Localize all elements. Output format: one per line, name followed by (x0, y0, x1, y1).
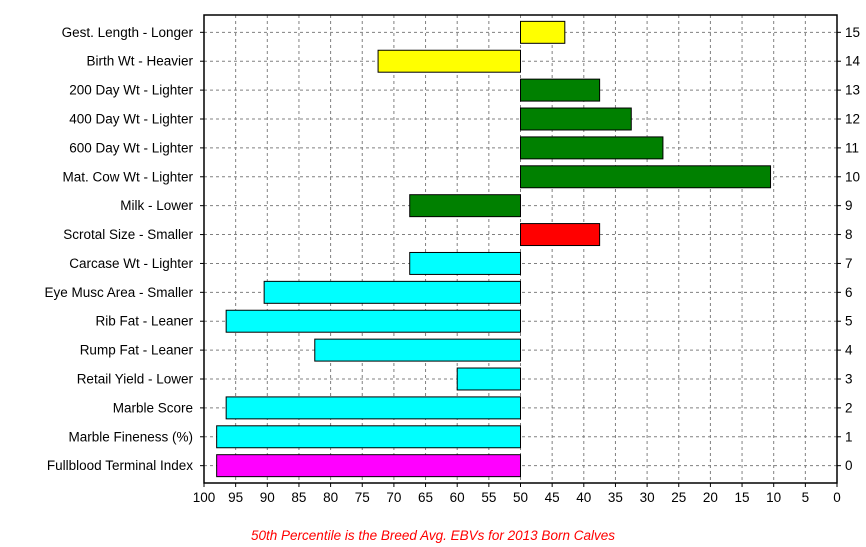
bar (377, 49, 522, 73)
right-axis-label: 4 (845, 343, 853, 358)
category-label: 600 Day Wt - Lighter (69, 140, 193, 155)
right-axis-label: 1 (845, 429, 853, 444)
category-label: Birth Wt - Heavier (86, 54, 193, 69)
category-label: Carcase Wt - Lighter (69, 256, 193, 271)
bar (314, 338, 521, 362)
chart-caption: 50th Percentile is the Breed Avg. EBVs f… (251, 528, 615, 543)
bar (520, 20, 566, 44)
bar (409, 194, 522, 218)
bar (520, 107, 632, 131)
category-label: Gest. Length - Longer (62, 25, 194, 40)
category-label: Rib Fat - Leaner (95, 314, 193, 329)
category-label: Retail Yield - Lower (77, 372, 194, 387)
bars (216, 20, 772, 478)
right-axis-label: 9 (845, 198, 853, 213)
right-axis-label: 13 (845, 83, 860, 98)
x-tick-label: 95 (228, 490, 243, 505)
x-tick-label: 10 (766, 490, 781, 505)
bar (520, 223, 601, 247)
right-axis-label: 3 (845, 372, 853, 387)
right-axis-label: 11 (845, 140, 859, 155)
category-label: 200 Day Wt - Lighter (69, 83, 193, 98)
bar (225, 309, 521, 333)
bar (520, 78, 601, 102)
bar (456, 367, 522, 391)
x-tick-label: 0 (833, 490, 841, 505)
x-tick-label: 60 (450, 490, 465, 505)
right-axis-label: 15 (845, 25, 860, 40)
x-tick-label: 35 (608, 490, 623, 505)
category-label: Eye Musc Area - Smaller (44, 285, 193, 300)
bar (225, 396, 521, 420)
x-tick-label: 85 (291, 490, 306, 505)
right-axis-label: 2 (845, 400, 853, 415)
category-labels: Gest. Length - Longer Birth Wt - Heavier 2… (44, 25, 204, 473)
x-tick-label: 50 (513, 490, 528, 505)
category-label: Marble Fineness (%) (68, 429, 193, 444)
x-tick-label: 20 (703, 490, 718, 505)
right-axis-label: 14 (845, 54, 861, 69)
x-axis-ticks: 100 95 90 85 80 75 70 65 60 55 50 45 40 35 30 25 20 15 10 5… (193, 483, 841, 505)
category-label: Rump Fat - Leaner (80, 343, 194, 358)
x-tick-label: 80 (323, 490, 338, 505)
x-tick-label: 70 (386, 490, 401, 505)
right-axis-label: 10 (845, 169, 860, 184)
bar (263, 280, 521, 304)
x-tick-label: 15 (735, 490, 750, 505)
right-axis-label: 12 (845, 112, 860, 127)
x-tick-label: 40 (576, 490, 591, 505)
category-label: Fullblood Terminal Index (47, 458, 193, 473)
bar (409, 251, 522, 275)
right-axis-label: 5 (845, 314, 853, 329)
x-tick-label: 55 (481, 490, 496, 505)
right-axis-label: 8 (845, 227, 853, 242)
category-label: 400 Day Wt - Lighter (69, 112, 193, 127)
x-tick-label: 65 (418, 490, 433, 505)
bar (520, 136, 664, 160)
bar (520, 165, 772, 189)
x-tick-label: 25 (671, 490, 686, 505)
category-label: Scrotal Size - Smaller (63, 227, 193, 242)
right-axis-label: 6 (845, 285, 853, 300)
x-tick-label: 30 (640, 490, 655, 505)
category-label: Mat. Cow Wt - Lighter (62, 169, 193, 184)
x-tick-label: 100 (193, 490, 216, 505)
category-label: Milk - Lower (120, 198, 193, 213)
right-axis-label: 0 (845, 458, 853, 473)
x-tick-label: 90 (260, 490, 275, 505)
x-tick-label: 5 (802, 490, 810, 505)
x-tick-label: 75 (355, 490, 370, 505)
x-tick-label: 45 (545, 490, 560, 505)
bar (216, 425, 521, 449)
category-label: Marble Score (113, 400, 193, 415)
right-axis-label: 7 (845, 256, 853, 271)
bar (216, 454, 521, 478)
